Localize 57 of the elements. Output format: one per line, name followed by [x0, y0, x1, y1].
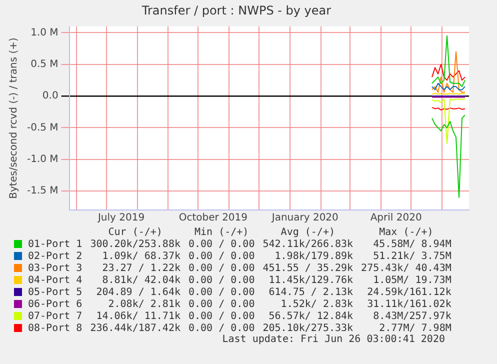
- legend-label: 04-Port 4: [27, 274, 84, 286]
- legend-label: 03-Port 3: [27, 262, 84, 274]
- text: 51.21k/ 3.75M: [372, 250, 452, 262]
- text: 542.11k/266.83k: [262, 238, 354, 250]
- text: 23.27 / 1.22k: [101, 262, 182, 274]
- text: 24.59k/161.12k: [366, 286, 452, 298]
- text: 0.00 / 0.00: [188, 322, 256, 334]
- text: 0.00 / 0.00: [188, 250, 256, 262]
- text: 8.81k/ 42.04k: [101, 274, 182, 286]
- text: 45.58M/ 8.94M: [372, 238, 452, 250]
- text: Last update: Fri Jun 26 03:00:41 2020: [221, 334, 446, 345]
- text: 31.11k/161.02k: [366, 298, 452, 310]
- text: 451.55 / 35.29k: [262, 262, 354, 274]
- chart-title: Transfer / port : NWPS - by year: [140, 3, 332, 18]
- text: 8.43M/257.97k: [372, 310, 452, 322]
- text: Max (-/+): [378, 226, 434, 238]
- x-tick-label: January 2020: [270, 212, 338, 224]
- legend-label: 02-Port 2: [27, 250, 84, 262]
- y-tick-label: 0.0: [42, 90, 58, 102]
- text: 11.45k/129.76k: [268, 274, 354, 286]
- text: 204.89 / 1.64k: [95, 286, 182, 298]
- x-tick-label: October 2019: [178, 212, 248, 224]
- text: 0.00 / 0.00: [188, 262, 256, 274]
- text: 56.57k/ 12.84k: [268, 310, 354, 322]
- x-tick-label: April 2020: [370, 212, 422, 224]
- text: 0.00 / 0.00: [188, 298, 256, 310]
- text: 205.10k/275.33k: [262, 322, 354, 334]
- text: 1.09k/ 68.37k: [101, 250, 182, 262]
- text: Cur (-/+): [107, 226, 164, 238]
- text: 0.00 / 0.00: [188, 238, 256, 250]
- legend-label: 08-Port 8: [27, 322, 84, 334]
- legend-label: 07-Port 7: [27, 310, 84, 322]
- y-tick-label: 0.5 M: [30, 58, 58, 70]
- y-tick-label: -0.5 M: [26, 122, 58, 134]
- text: 236.44k/187.42k: [89, 322, 182, 334]
- text: 0.00 / 0.00: [188, 310, 256, 322]
- text: 0.00 / 0.00: [188, 286, 256, 298]
- y-tick-label: -1.5 M: [26, 186, 58, 197]
- text: 1.52k/ 2.83k: [280, 298, 354, 310]
- x-tick-label: July 2019: [96, 212, 145, 224]
- text: 300.20k/253.88k: [89, 238, 182, 250]
- text: 1.05M/ 19.73M: [372, 274, 452, 286]
- text: 1.98k/179.89k: [274, 250, 354, 262]
- text: 0.00 / 0.00: [188, 274, 256, 286]
- text: 14.06k/ 11.71k: [95, 310, 182, 322]
- text: 2.77M/ 7.98M: [378, 322, 452, 334]
- legend-label: 06-Port 6: [27, 298, 84, 310]
- y-tick-label: 1.0 M: [30, 27, 58, 38]
- text: Min (-/+): [194, 226, 250, 238]
- text: 275.43k/ 40.43M: [360, 262, 452, 274]
- text: Avg (-/+): [280, 226, 336, 238]
- y-axis-title: Bytes/second rcvd (-) / trans (+): [8, 37, 20, 199]
- y-tick-label: -1.0 M: [26, 154, 58, 165]
- text: 614.75 / 2.13k: [268, 286, 354, 298]
- legend-label: 01-Port 1: [27, 238, 84, 250]
- legend-label: 05-Port 5: [27, 286, 84, 298]
- text: 2.08k/ 2.81k: [107, 298, 182, 310]
